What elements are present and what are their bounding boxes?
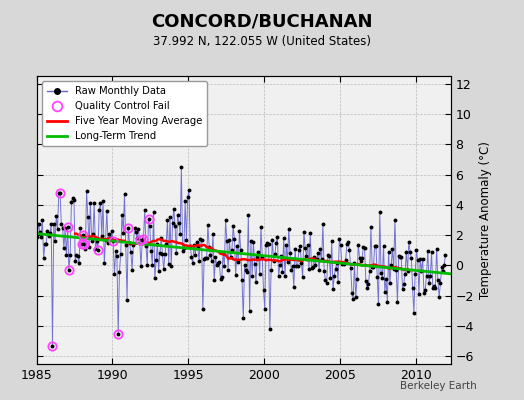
Y-axis label: Temperature Anomaly (°C): Temperature Anomaly (°C) bbox=[479, 141, 493, 299]
Legend: Raw Monthly Data, Quality Control Fail, Five Year Moving Average, Long-Term Tren: Raw Monthly Data, Quality Control Fail, … bbox=[42, 81, 207, 146]
Text: Berkeley Earth: Berkeley Earth bbox=[400, 381, 477, 391]
Text: CONCORD/BUCHANAN: CONCORD/BUCHANAN bbox=[151, 13, 373, 31]
Text: 37.992 N, 122.055 W (United States): 37.992 N, 122.055 W (United States) bbox=[153, 36, 371, 48]
